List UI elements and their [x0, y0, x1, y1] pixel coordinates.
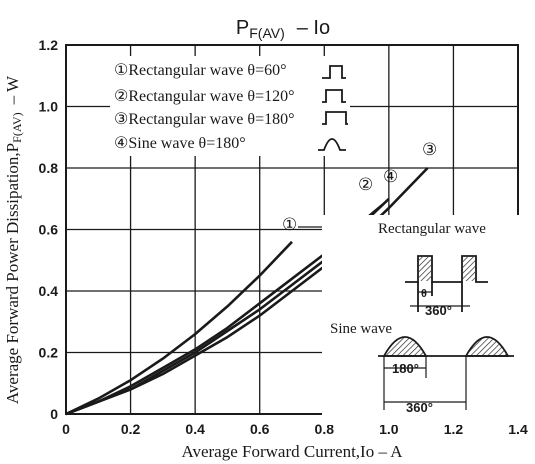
- y-axis-label-unit: – W: [3, 75, 22, 105]
- legend-entry-2: ②Rectangular wave θ=120°: [114, 88, 294, 105]
- x-tick-label: 0.2: [121, 421, 141, 437]
- y-tick-label: 0.8: [39, 160, 59, 176]
- curve-marker-1: ①: [282, 215, 297, 234]
- title-main: P: [236, 17, 249, 39]
- legend-entry-4: ④Sine wave θ=180°: [114, 135, 246, 152]
- y-axis-label-sub: F(AV): [10, 112, 24, 142]
- y-axis-label: Average Forward Power Dissipation,PF(AV)…: [3, 75, 24, 404]
- curve-marker-2: ②: [358, 175, 373, 194]
- curve-marker-3: ③: [422, 140, 437, 159]
- rect-wave-diagram: [405, 255, 488, 312]
- legend-waveform-icons: [318, 65, 348, 151]
- y-tick-label: 0.2: [39, 345, 59, 361]
- legend-marker-1: ①: [114, 62, 128, 79]
- x-tick-label: 0: [62, 421, 70, 437]
- curve-markers: ① ② ④ ③: [282, 140, 437, 234]
- inset-background: [322, 215, 532, 425]
- half-sine-icon: [318, 138, 346, 151]
- legend-entry-1: ①Rectangular wave θ=60°: [114, 62, 286, 79]
- pulse-120-icon: [322, 89, 346, 103]
- sine-wave-label: Sine wave: [330, 321, 392, 337]
- title-subscript: F(AV): [249, 25, 285, 41]
- pulse-180-icon: [322, 111, 348, 125]
- legend-label-2: Rectangular wave θ=120°: [128, 88, 294, 105]
- pulse-60-icon: [322, 65, 346, 79]
- legend-marker-4: ④: [114, 135, 128, 152]
- legend-label-1: Rectangular wave θ=60°: [128, 62, 286, 79]
- y-tick-label: 0: [50, 406, 58, 422]
- y-tick-label: 1.2: [39, 37, 59, 53]
- y-axis-label-main: Average Forward Power Dissipation,P: [3, 143, 22, 404]
- series-line-1: [65, 240, 293, 416]
- rect-pulse-1-hatch: [419, 257, 431, 281]
- curve-marker-4: ④: [383, 167, 398, 186]
- y-tick-label: 0.4: [39, 283, 59, 299]
- rect-theta-label: θ: [421, 288, 427, 300]
- legend-marker-2: ②: [114, 88, 128, 105]
- sine-180-label: 180°: [392, 361, 419, 376]
- x-tick-label: 0.4: [185, 421, 205, 437]
- x-tick-label: 0.6: [250, 421, 270, 437]
- legend-background: [110, 56, 350, 156]
- rect-wave-label: Rectangular wave: [378, 221, 486, 237]
- sine-wave-diagram: [378, 336, 514, 410]
- sine-360-label: 360°: [406, 400, 433, 415]
- legend: ①Rectangular wave θ=60° ②Rectangular wav…: [114, 62, 294, 152]
- title-rest: – Io: [297, 17, 330, 39]
- rect-360-label: 360°: [425, 303, 452, 318]
- rect-wave-baseline: [405, 255, 488, 283]
- y-tick-label: 1.0: [39, 99, 59, 115]
- legend-label-3: Rectangular wave θ=180°: [128, 111, 294, 128]
- legend-entry-3: ③Rectangular wave θ=180°: [114, 111, 294, 128]
- x-axis-label: Average Forward Current,Io – A: [181, 442, 403, 461]
- legend-label-4: Sine wave θ=180°: [128, 135, 245, 152]
- rect-pulse-2-hatch: [463, 257, 475, 281]
- chart-title: PF(AV) – Io: [236, 17, 330, 41]
- legend-marker-3: ③: [114, 111, 128, 128]
- y-tick-label: 0.6: [39, 222, 59, 238]
